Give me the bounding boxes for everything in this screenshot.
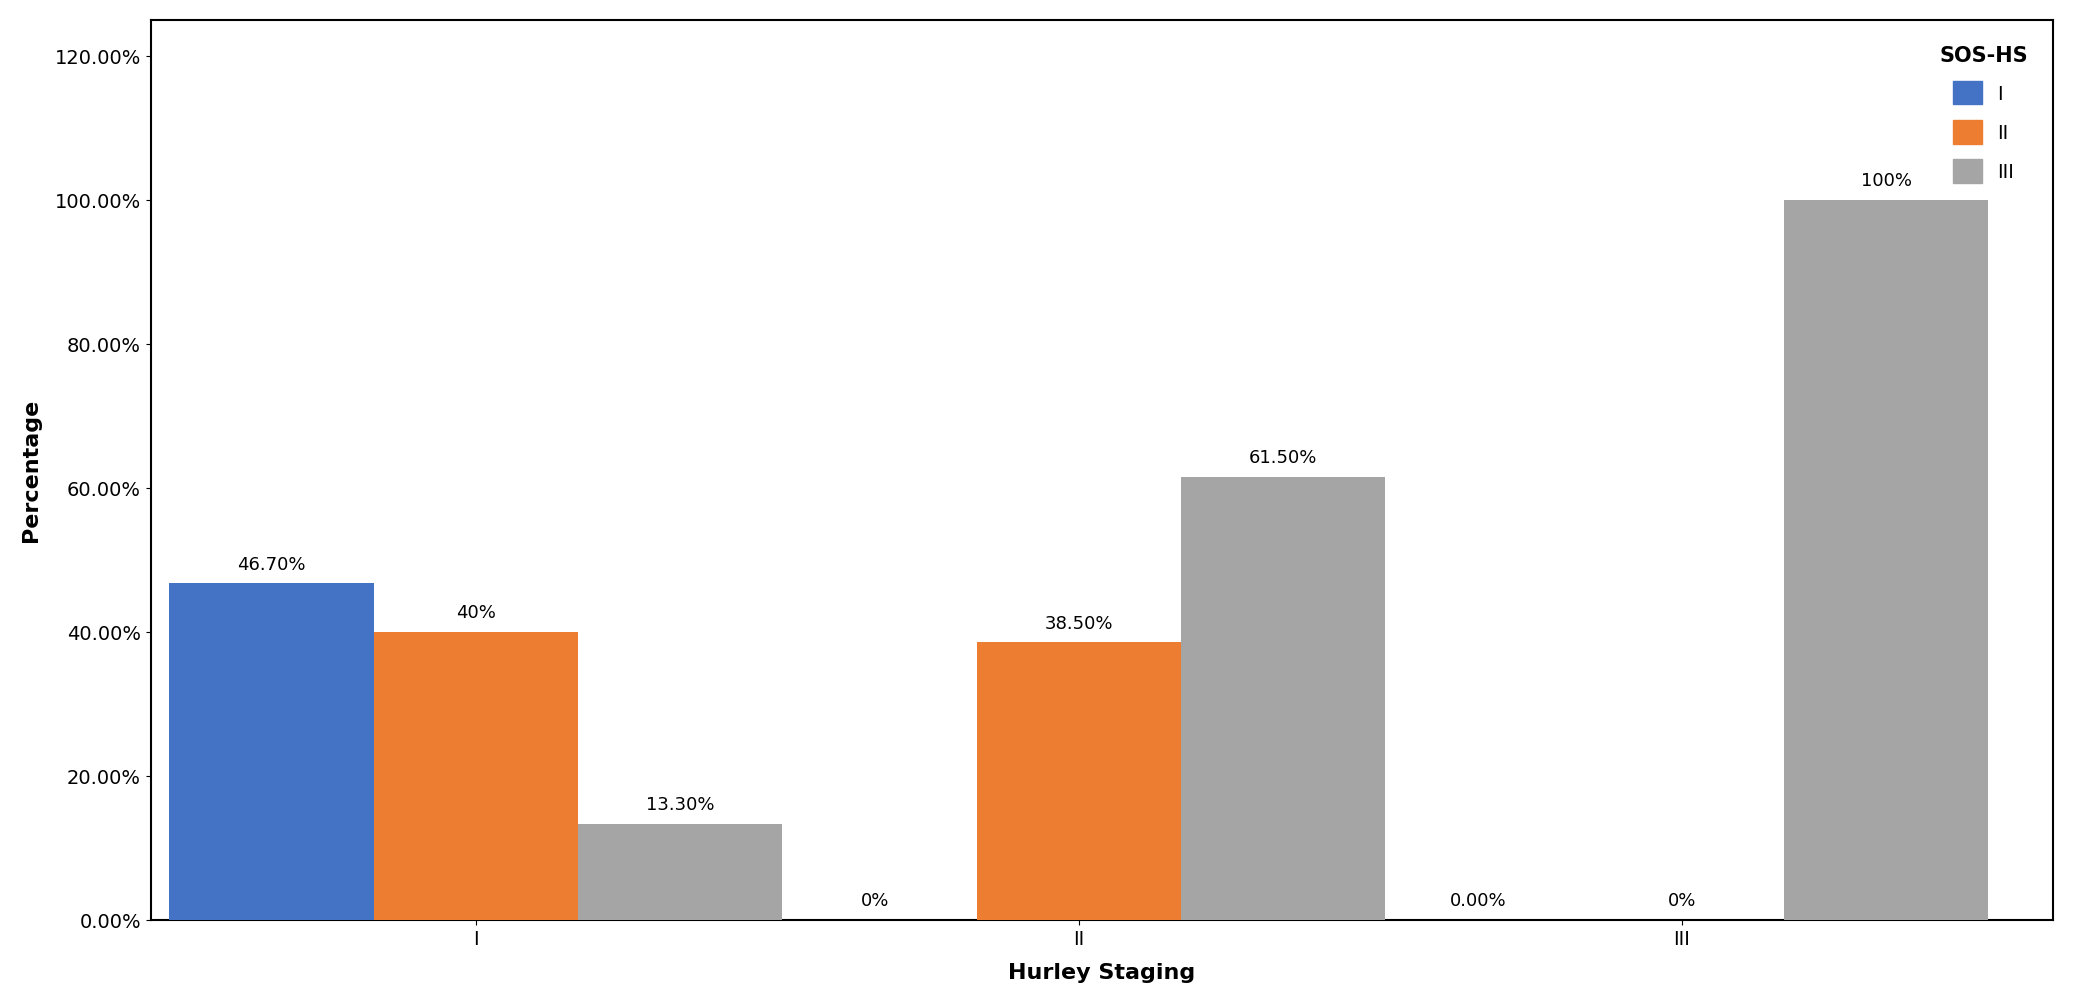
- Bar: [1784, 201, 1989, 920]
- Bar: [1180, 477, 1385, 920]
- Text: 0%: 0%: [861, 891, 890, 909]
- Legend: I, II, III: I, II, III: [1925, 30, 2043, 200]
- Bar: [579, 824, 782, 920]
- Y-axis label: Percentage: Percentage: [21, 398, 41, 542]
- Text: 13.30%: 13.30%: [645, 795, 713, 813]
- Text: 0%: 0%: [1667, 891, 1697, 909]
- Text: 38.50%: 38.50%: [1045, 614, 1114, 632]
- Bar: [373, 632, 579, 920]
- Bar: [977, 643, 1180, 920]
- Text: 61.50%: 61.50%: [1249, 448, 1317, 466]
- Bar: [170, 584, 373, 920]
- Text: 100%: 100%: [1860, 172, 1912, 190]
- Text: 0.00%: 0.00%: [1450, 891, 1506, 909]
- X-axis label: Hurley Staging: Hurley Staging: [1008, 962, 1195, 982]
- Text: 40%: 40%: [456, 603, 496, 621]
- Text: 46.70%: 46.70%: [236, 555, 305, 573]
